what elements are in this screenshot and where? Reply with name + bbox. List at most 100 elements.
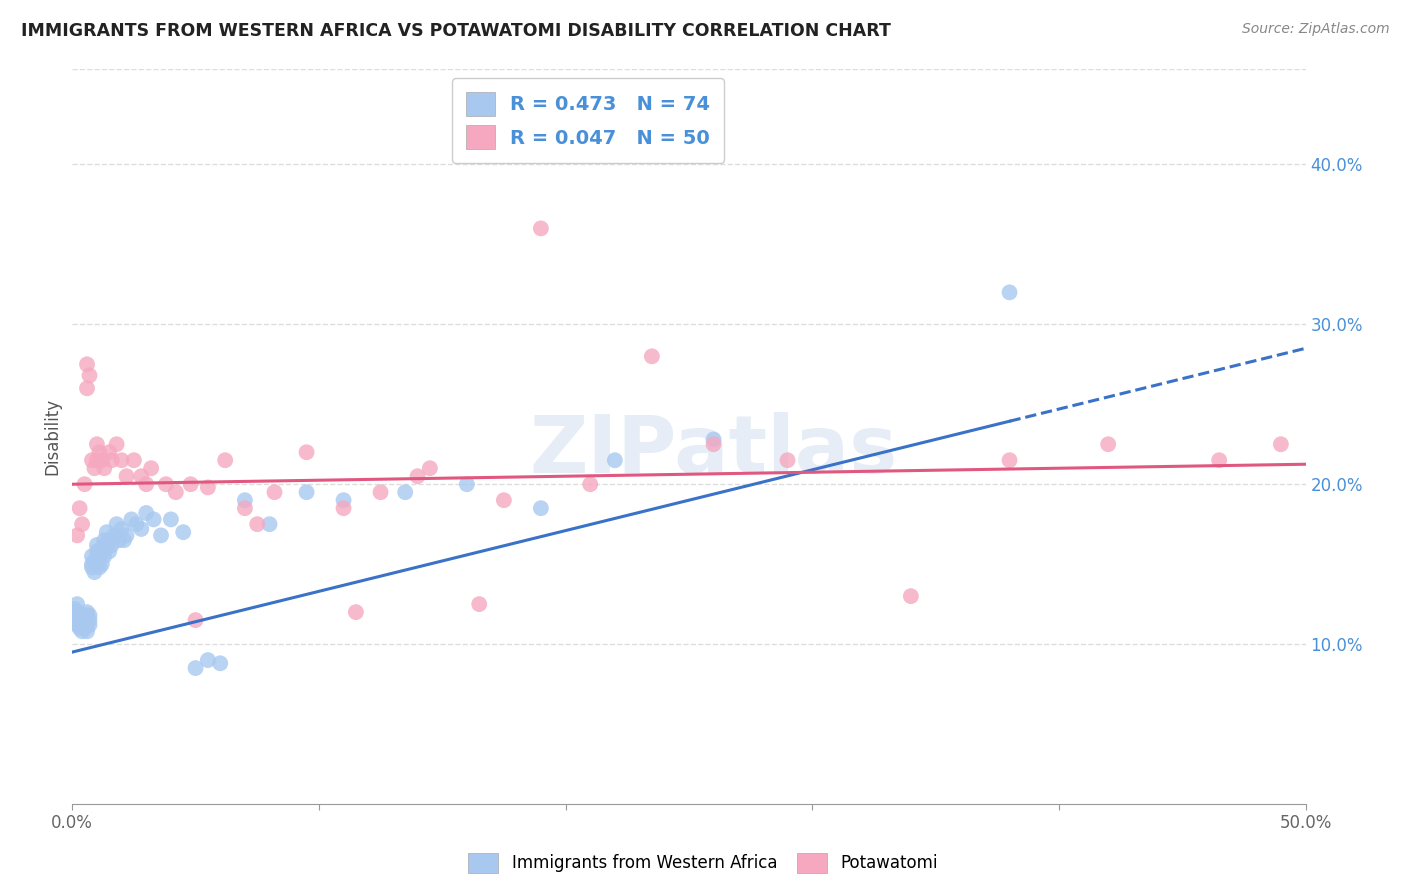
Point <box>76 608 98 623</box>
Point <box>112 533 135 548</box>
Point <box>108 533 131 548</box>
Point <box>344 605 367 619</box>
Point <box>73 613 96 627</box>
Point <box>122 453 145 467</box>
Point <box>530 221 553 235</box>
Point <box>79 608 101 623</box>
Point <box>214 453 236 467</box>
Point <box>129 522 152 536</box>
Point <box>76 605 98 619</box>
Point <box>69 621 91 635</box>
Point <box>86 557 108 571</box>
Point <box>98 544 121 558</box>
Point <box>66 528 89 542</box>
Legend: Immigrants from Western Africa, Potawatomi: Immigrants from Western Africa, Potawato… <box>461 847 945 880</box>
Point <box>394 485 416 500</box>
Point <box>180 477 202 491</box>
Point <box>86 544 108 558</box>
Point <box>295 485 318 500</box>
Point <box>73 477 96 491</box>
Point <box>209 657 232 671</box>
Point <box>90 541 112 556</box>
Point <box>100 453 122 467</box>
Point <box>66 605 89 619</box>
Point <box>76 381 98 395</box>
Point <box>603 453 626 467</box>
Point <box>80 560 103 574</box>
Point <box>76 357 98 371</box>
Point <box>419 461 441 475</box>
Point <box>89 560 111 574</box>
Point <box>83 461 105 475</box>
Point <box>79 368 101 383</box>
Point <box>160 512 183 526</box>
Point <box>900 589 922 603</box>
Point <box>141 461 163 475</box>
Point <box>103 528 125 542</box>
Point <box>89 445 111 459</box>
Point <box>125 517 148 532</box>
Point <box>110 522 132 536</box>
Point <box>63 608 86 623</box>
Point <box>1208 453 1230 467</box>
Point <box>263 485 285 500</box>
Text: ZIPatlas: ZIPatlas <box>530 412 897 490</box>
Point <box>69 613 91 627</box>
Point <box>80 557 103 571</box>
Point <box>135 477 157 491</box>
Point <box>233 493 256 508</box>
Point <box>998 453 1021 467</box>
Point <box>69 608 91 623</box>
Point <box>155 477 177 491</box>
Point <box>142 512 165 526</box>
Point <box>96 525 118 540</box>
Point <box>69 501 91 516</box>
Point <box>246 517 269 532</box>
Point <box>370 485 392 500</box>
Point <box>150 528 173 542</box>
Point <box>93 533 115 548</box>
Point <box>184 661 207 675</box>
Point <box>332 501 354 516</box>
Y-axis label: Disability: Disability <box>44 398 60 475</box>
Point <box>1097 437 1119 451</box>
Point <box>776 453 799 467</box>
Point <box>63 605 86 619</box>
Point <box>120 512 142 526</box>
Point <box>492 493 515 508</box>
Point <box>93 461 115 475</box>
Point <box>115 469 138 483</box>
Point <box>295 445 318 459</box>
Point <box>90 453 112 467</box>
Point <box>70 517 93 532</box>
Point <box>98 445 121 459</box>
Point <box>63 602 86 616</box>
Point <box>80 453 103 467</box>
Point <box>89 549 111 564</box>
Point <box>702 433 724 447</box>
Point <box>406 469 429 483</box>
Point <box>259 517 281 532</box>
Text: IMMIGRANTS FROM WESTERN AFRICA VS POTAWATOMI DISABILITY CORRELATION CHART: IMMIGRANTS FROM WESTERN AFRICA VS POTAWA… <box>21 22 891 40</box>
Point <box>73 615 96 629</box>
Point <box>70 618 93 632</box>
Point <box>66 597 89 611</box>
Point <box>86 437 108 451</box>
Point <box>98 533 121 548</box>
Point <box>110 453 132 467</box>
Point <box>66 608 89 623</box>
Text: Source: ZipAtlas.com: Source: ZipAtlas.com <box>1241 22 1389 37</box>
Point <box>73 621 96 635</box>
Point <box>76 618 98 632</box>
Point <box>468 597 491 611</box>
Point <box>70 611 93 625</box>
Point <box>66 613 89 627</box>
Point <box>197 480 219 494</box>
Point <box>332 493 354 508</box>
Point <box>1270 437 1292 451</box>
Point <box>93 549 115 564</box>
Point <box>86 538 108 552</box>
Point <box>70 613 93 627</box>
Point <box>66 618 89 632</box>
Point <box>641 349 664 363</box>
